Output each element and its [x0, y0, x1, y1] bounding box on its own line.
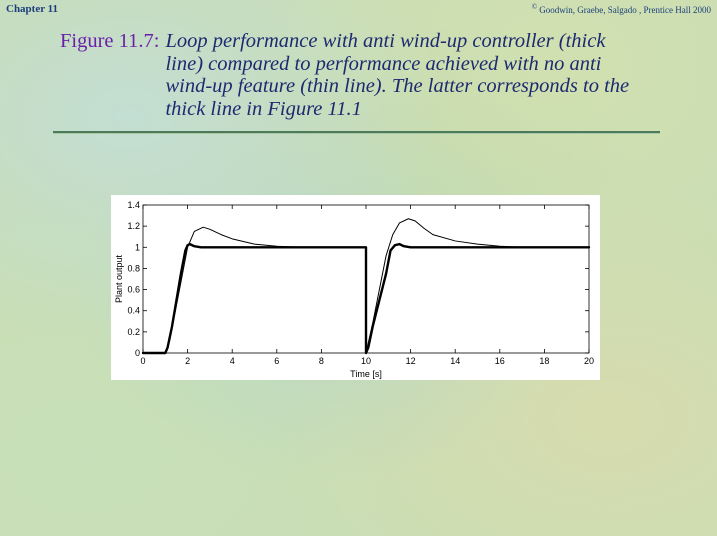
axis-labels: Time [s] Plant output	[114, 254, 382, 379]
y-tick-label: 0.8	[127, 263, 140, 273]
divider-line	[53, 131, 660, 134]
y-tick-label: 0	[135, 348, 140, 358]
y-tick-label: 1	[135, 242, 140, 252]
copyright-symbol: ©	[531, 3, 538, 11]
figure-label: Figure 11.7:	[60, 30, 160, 52]
x-tick-label: 12	[406, 356, 416, 366]
x-axis-label: Time [s]	[350, 369, 382, 379]
y-tick-label: 1.2	[127, 221, 140, 231]
x-tick-label: 20	[584, 356, 594, 366]
y-tick-label: 1.4	[127, 200, 140, 210]
x-tick-label: 2	[185, 356, 190, 366]
x-tick-label: 6	[274, 356, 279, 366]
copyright-notice: © Goodwin, Graebe, Salgado , Prentice Ha…	[532, 3, 711, 15]
y-tick-label: 0.2	[127, 327, 140, 337]
figure-caption: Figure 11.7: Loop performance with anti …	[60, 30, 680, 120]
plant-output-chart: 0 2 4 6 8 10 12 14 16 18 20 0 0.2 0.4 0.6 0.8 1 1.2 1.4 Ti…	[114, 200, 594, 379]
x-tick-label: 8	[319, 356, 324, 366]
x-tick-label: 0	[140, 356, 145, 366]
series-group	[141, 218, 591, 355]
copyright-text: Goodwin, Graebe, Salgado , Prentice Hall…	[539, 5, 711, 15]
x-tick-label: 4	[230, 356, 235, 366]
x-tick-label: 10	[361, 356, 371, 366]
x-tick-label: 14	[450, 356, 460, 366]
chart-panel: 0 2 4 6 8 10 12 14 16 18 20 0 0.2 0.4 0.6 0.8 1 1.2 1.4 Ti…	[111, 195, 600, 380]
y-tick-label: 0.4	[127, 306, 140, 316]
y-tick-label: 0.6	[127, 285, 140, 295]
figure-caption-text: Loop performance with anti wind-up contr…	[165, 30, 630, 120]
series-line-thin	[142, 218, 590, 354]
axes: 0 2 4 6 8 10 12 14 16 18 20 0 0.2 0.4 0.6 0.8 1 1.2 1.4	[127, 200, 594, 366]
x-tick-label: 16	[495, 356, 505, 366]
chapter-label: Chapter 11	[6, 3, 59, 15]
x-tick-label: 18	[539, 356, 549, 366]
y-axis-label: Plant output	[114, 254, 124, 303]
